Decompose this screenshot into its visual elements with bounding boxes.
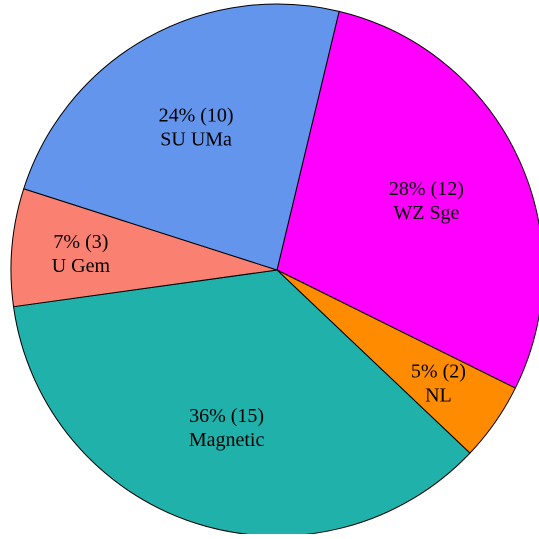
slice-value-label: 36% (15) (189, 405, 264, 427)
pie-slice-u-gem (10, 188, 278, 308)
pie-slice-magnetic (13, 269, 471, 537)
slice-value-label: 28% (12) (389, 178, 464, 200)
slice-value-label: 24% (10) (159, 104, 234, 126)
slice-category-label: U Gem (52, 255, 111, 277)
pie-labels: 28% (12)WZ Sge 5% (2)NL 36% (15)Magnetic 7%… (52, 104, 466, 451)
pie-slice-wz-sge (276, 10, 539, 389)
slice-category-label: NL (425, 385, 452, 407)
slice-category-label: WZ Sge (393, 202, 459, 224)
slice-value-label: 5% (2) (411, 361, 466, 383)
pie-slices (10, 3, 539, 537)
pie-slice-su-uma (23, 3, 340, 271)
slice-category-label: SU UMa (160, 128, 232, 150)
slice-category-label: Magnetic (189, 429, 265, 451)
slice-value-label: 7% (3) (53, 231, 108, 253)
